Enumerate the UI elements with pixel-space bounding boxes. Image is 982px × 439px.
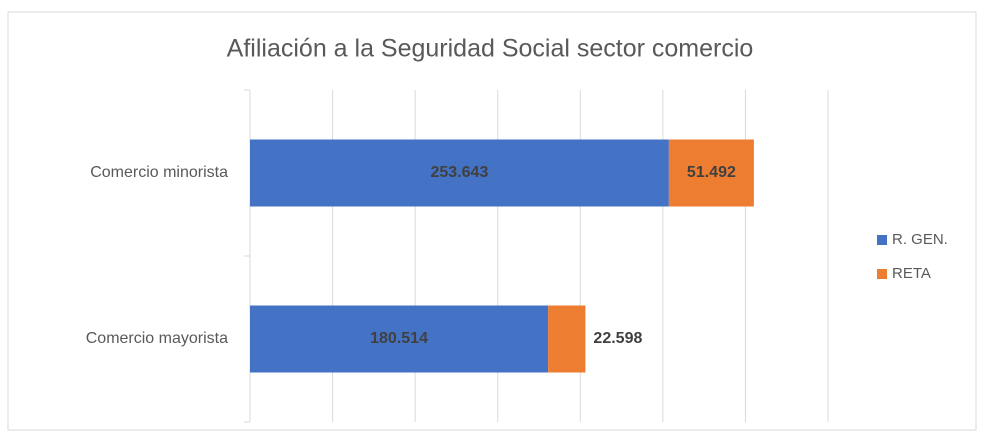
legend-label: RETA [892, 265, 931, 282]
legend-swatch [877, 235, 887, 245]
data-label: 180.514 [370, 330, 428, 347]
data-label: 51.492 [687, 164, 736, 181]
y-tick-label: Comercio minorista [90, 164, 228, 181]
bar-segment [250, 139, 669, 207]
legend-label: R. GEN. [892, 231, 948, 248]
data-label: 22.598 [593, 330, 642, 347]
chart-title: Afiliación a la Seguridad Social sector … [227, 35, 754, 63]
bar-segment [548, 305, 586, 373]
data-label: 253.643 [431, 164, 489, 181]
bar-segment [668, 139, 754, 207]
legend-swatch [877, 269, 887, 279]
bar-segment [250, 305, 549, 373]
y-tick-label: Comercio mayorista [86, 330, 228, 347]
